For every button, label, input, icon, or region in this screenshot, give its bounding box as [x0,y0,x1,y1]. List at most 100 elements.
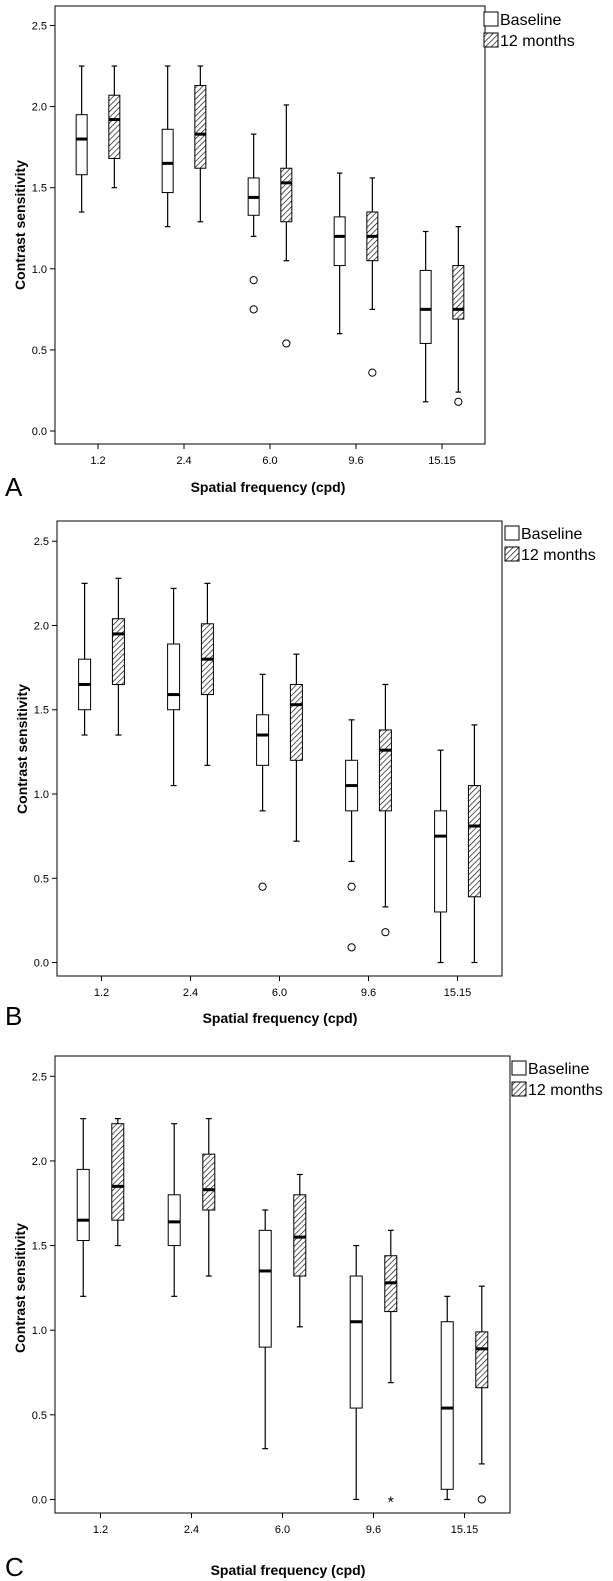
legend: Baseline 12 months [511,1060,603,1099]
box-12-months-6.0 [280,104,293,348]
y-tick-label: 2.0 [34,620,49,632]
box-iqr [475,1331,489,1389]
y-tick-label: 2.0 [32,102,47,114]
plot-area [54,5,486,445]
box-iqr [452,265,465,320]
plot-area [56,520,503,977]
legend: Baseline 12 months [483,11,575,50]
outlier-marker [258,882,267,891]
y-tick-label: 1.5 [34,705,49,717]
box-iqr [333,216,346,267]
panel-letter: A [5,472,23,502]
legend-swatch-12-months [504,546,520,562]
box-baseline-1.2 [78,582,92,736]
x-tick-label: 15.15 [451,1524,479,1536]
y-tick-label: 1.0 [32,1325,47,1337]
plot-area [54,1055,511,1514]
box-12-months-1.2 [111,1118,125,1247]
box-12-months-1.2 [108,65,121,189]
outlier-marker [454,397,463,406]
extreme-outlier-marker: * [388,1494,394,1511]
x-tick-label: 1.2 [93,1524,108,1536]
y-tick-label: 1.5 [32,1241,47,1253]
y-tick-label: 2.5 [32,20,47,32]
box-baseline-15.15 [440,1295,454,1501]
box-baseline-9.6 [333,172,346,335]
y-tick-label: 0.5 [32,345,47,357]
outlier-marker [477,1495,486,1504]
x-axis: 1.2 2.4 6.0 9.6 15.15 [90,444,456,467]
y-axis: 0.0 0.5 1.0 1.5 2.0 2.5 [34,536,57,970]
y-axis-title: Contrast sensitivity [12,160,28,290]
y-tick-label: 2.5 [34,536,49,548]
box-iqr [194,84,207,169]
x-tick-label: 15.15 [444,987,472,999]
box-baseline-15.15 [434,749,448,964]
legend-label-12-months: 12 months [500,33,575,50]
outlier-marker [368,368,377,377]
legend: Baseline 12 months [504,525,596,564]
box-12-months-2.4 [194,65,207,223]
x-tick-label: 1.2 [90,455,105,467]
x-axis: 1.2 2.4 6.0 9.6 15.15 [94,976,471,999]
x-axis-title: Spatial frequency (cpd) [211,1562,366,1578]
y-tick-label: 0.0 [34,958,49,970]
y-axis: 0.0 0.5 1.0 1.5 2.0 2.5 [32,20,55,438]
boxplot-panel-b: 0.0 0.5 1.0 1.5 2.0 2.5 1.2 2.4 6.0 9.6 15.15 Con… [5,520,596,1029]
y-axis: 0.0 0.5 1.0 1.5 2.0 2.5 [32,1071,55,1506]
legend-label-12-months: 12 months [521,547,596,564]
box-12-months-15.15 [467,724,481,964]
legend-swatch-baseline [511,1060,527,1076]
x-tick-label: 15.15 [428,455,456,467]
box-baseline-2.4 [167,587,181,787]
y-tick-label: 1.0 [32,264,47,276]
box-12-months-6.0 [289,653,303,842]
legend-swatch-12-months [483,32,499,48]
x-tick-label: 2.4 [183,987,198,999]
outlier-marker [249,276,258,285]
box-12-months-2.4 [202,1118,216,1277]
legend-swatch-12-months [511,1081,527,1097]
y-tick-label: 2.5 [32,1071,47,1083]
box-baseline-6.0 [256,673,270,891]
x-tick-label: 6.0 [272,987,287,999]
box-iqr [349,1275,363,1409]
box-iqr [111,1123,125,1221]
legend-label-baseline: Baseline [500,12,561,29]
box-iqr [167,1194,181,1247]
box-baseline-2.4 [161,65,174,228]
box-baseline-1.2 [76,1118,90,1297]
box-baseline-6.0 [247,133,260,314]
box-baseline-6.0 [258,1209,272,1450]
y-axis-title: Contrast sensitivity [14,684,30,814]
boxplot-panel-a: 0.0 0.5 1.0 1.5 2.0 2.5 1.2 2.4 6.0 9.6 15.15 Con… [5,5,575,502]
y-tick-label: 0.0 [32,1494,47,1506]
legend-label-baseline: Baseline [521,526,582,543]
boxes-group: * [76,1118,489,1511]
box-iqr [378,729,392,812]
legend-label-baseline: Baseline [528,1061,589,1078]
x-axis-title: Spatial frequency (cpd) [203,1010,358,1026]
box-baseline-9.6 [345,719,359,952]
box-iqr [289,683,303,761]
box-12-months-2.4 [200,582,214,766]
legend-swatch-baseline [504,525,520,541]
box-iqr [440,1321,454,1490]
outlier-marker [381,928,390,937]
box-12-months-1.2 [111,577,125,736]
x-axis-title: Spatial frequency (cpd) [191,479,346,495]
box-baseline-15.15 [419,230,432,403]
box-iqr [293,1194,307,1277]
outlier-marker [347,882,356,891]
y-tick-label: 0.0 [32,426,47,438]
outlier-marker [347,943,356,952]
x-tick-label: 9.6 [366,1524,381,1536]
box-iqr [75,114,88,176]
box-iqr [419,269,432,344]
x-tick-label: 2.4 [184,1524,199,1536]
x-tick-label: 9.6 [348,455,363,467]
box-iqr [256,714,270,766]
box-12-months-9.6: * [384,1229,398,1511]
x-axis: 1.2 2.4 6.0 9.6 15.15 [93,1513,478,1536]
y-tick-label: 1.5 [32,183,47,195]
